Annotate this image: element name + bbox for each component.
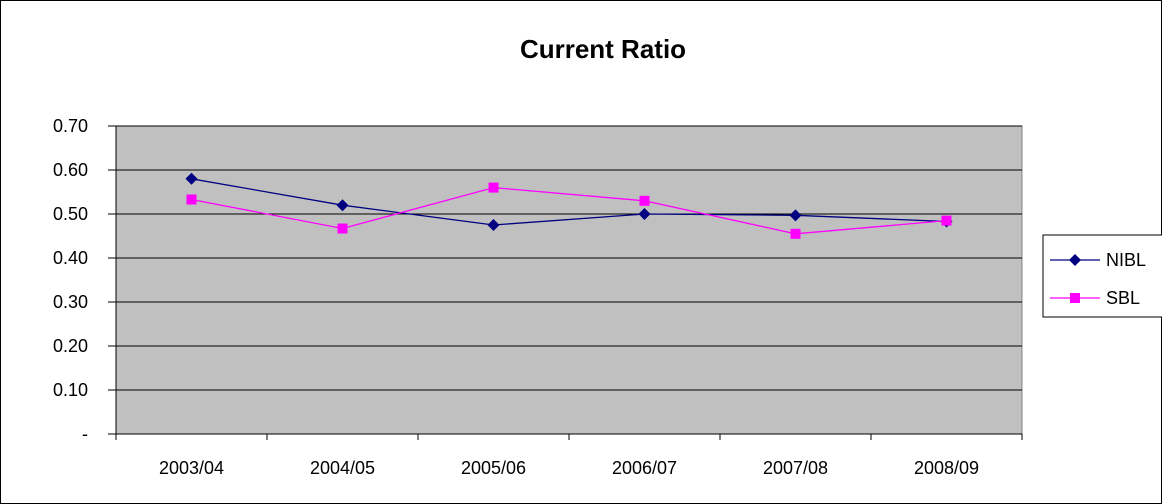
legend: NIBL SBL — [1042, 234, 1162, 318]
series-sbl — [186, 182, 952, 239]
legend-marker-nibl — [1069, 254, 1081, 266]
data-point-sbl — [941, 215, 952, 226]
data-point-nibl — [336, 199, 349, 212]
y-tick-label: 0.10 — [53, 380, 88, 400]
data-point-nibl — [638, 208, 651, 220]
x-tick-label: 2006/07 — [612, 458, 677, 478]
data-point-sbl — [790, 228, 801, 239]
data-point-sbl — [639, 195, 650, 206]
series — [185, 172, 953, 239]
data-point-sbl — [186, 194, 197, 205]
legend-marker-sbl — [1070, 293, 1080, 303]
legend-box — [1042, 234, 1162, 318]
y-tick-label: 0.60 — [53, 160, 88, 180]
data-point-nibl — [789, 209, 802, 222]
y-tick-label: 0.50 — [53, 204, 88, 224]
x-tick-label: 2005/06 — [461, 458, 526, 478]
plot-area — [115, 125, 1023, 435]
y-tick-label: - — [82, 424, 88, 444]
x-tick-label: 2004/05 — [310, 458, 375, 478]
legend-label-nibl: NIBL — [1106, 250, 1146, 270]
y-tick-label: 0.40 — [53, 248, 88, 268]
legend-label-sbl: SBL — [1106, 288, 1140, 308]
y-tick-label: 0.70 — [53, 116, 88, 136]
x-tick-label: 2003/04 — [159, 458, 224, 478]
data-point-nibl — [487, 219, 500, 231]
axes: - 0.10 0.20 0.30 0.40 0.50 0.60 0.70 2003/04 2004… — [53, 116, 1023, 478]
series-line-sbl — [191, 186, 947, 235]
x-tick-label: 2008/09 — [914, 458, 979, 478]
data-point-nibl — [185, 172, 198, 185]
y-tick-label: 0.20 — [53, 336, 88, 356]
x-tick-label: 2007/08 — [763, 458, 828, 478]
data-point-sbl — [337, 223, 348, 234]
chart-title: Current Ratio — [520, 34, 686, 64]
data-point-sbl — [488, 182, 499, 193]
y-tick-label: 0.30 — [53, 292, 88, 312]
series-line-nibl — [191, 178, 947, 226]
